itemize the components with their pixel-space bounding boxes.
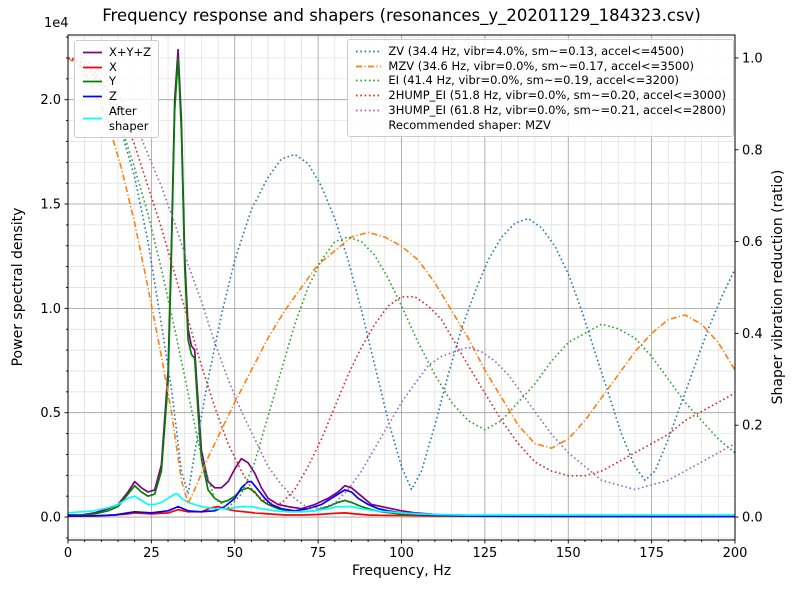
- legend-item-after-shaper: After shaper: [82, 104, 151, 133]
- legend-line-sample: [83, 51, 102, 54]
- y-right-tick-label: 0.2: [742, 419, 763, 434]
- y-right-tick-label: 1.0: [742, 51, 763, 66]
- y-left-tick-label: 0.0: [40, 511, 61, 526]
- y-left-tick-label: 2.0: [40, 93, 61, 108]
- legend-label: X+Y+Z: [109, 45, 152, 59]
- legend-line-sample: [356, 79, 382, 82]
- curve-shaper-2hump-ei: [68, 57, 735, 505]
- x-tick-label: 0: [64, 546, 72, 561]
- legend-label: 3HUMP_EI (61.8 Hz, vibr=0.0%, sm~=0.21, …: [388, 102, 726, 117]
- x-tick-label: 175: [639, 546, 664, 561]
- legend-item-y: Y: [82, 74, 151, 89]
- legend-item-3hump-ei: 3HUMP_EI (61.8 Hz, vibr=0.0%, sm~=0.21, …: [355, 103, 726, 118]
- x-tick-label: 150: [556, 546, 581, 561]
- legend-line-sample: [356, 65, 382, 67]
- x-tick-label: 75: [310, 546, 327, 561]
- legend-label: 2HUMP_EI (51.8 Hz, vibr=0.0%, sm~=0.20, …: [388, 88, 726, 103]
- y-axis-label-left: Power spectral density: [10, 207, 26, 367]
- legend-item-z: Z: [82, 89, 151, 104]
- x-tick-label: 50: [226, 546, 243, 561]
- x-axis-label: Frequency, Hz: [351, 563, 452, 579]
- psd-curves: [68, 48, 735, 518]
- legend-item-x-y-z: X+Y+Z: [82, 45, 151, 60]
- legend-item-ei: EI (41.4 Hz, vibr=0.0%, sm~=0.19, accel<…: [355, 73, 726, 88]
- legend-label: After shaper: [109, 103, 149, 133]
- chart-title: Frequency response and shapers (resonanc…: [102, 6, 701, 25]
- tick-labels: 0 25 50 75 100 125 150 175 200 0.0 0.5 1.0 1.5 2.0 0.0…: [40, 51, 762, 561]
- x-tick-label: 100: [389, 546, 414, 561]
- x-tick-label: 125: [472, 546, 497, 561]
- x-tick-label: 25: [143, 546, 160, 561]
- legend-item-zv: ZV (34.4 Hz, vibr=4.0%, sm~=0.13, accel<…: [355, 44, 726, 59]
- legend-label: Z: [109, 89, 117, 104]
- legend-item-2hump-ei: 2HUMP_EI (51.8 Hz, vibr=0.0%, sm~=0.20, …: [355, 88, 726, 103]
- axis-ticks: [64, 36, 739, 544]
- legend-line-sample: [83, 117, 102, 120]
- curve-psd-after-shaper: [68, 493, 735, 516]
- y-axis-label-right: Shaper vibration reduction (ratio): [770, 169, 786, 405]
- shaper-curves: [68, 57, 735, 509]
- legend-item-mzv: MZV (34.6 Hz, vibr=0.0%, sm~=0.17, accel…: [355, 59, 726, 74]
- y-right-tick-label: 0.8: [742, 143, 763, 158]
- legend-label: X: [109, 59, 117, 74]
- y-right-tick-label: 0.6: [742, 235, 763, 250]
- psd-legend: X+Y+Z X Y Z After shaper: [74, 40, 160, 139]
- legend-line-sample: [356, 94, 382, 97]
- legend-line-sample: [83, 80, 102, 83]
- legend-line-sample: [83, 95, 102, 98]
- y-left-tick-label: 1.0: [40, 302, 61, 317]
- y-left-tick-label: 0.5: [40, 406, 61, 421]
- shaper-legend: ZV (34.4 Hz, vibr=4.0%, sm~=0.13, accel<…: [347, 39, 734, 138]
- y-left-tick-label: 1.5: [40, 198, 61, 213]
- legend-label: EI (41.4 Hz, vibr=0.0%, sm~=0.19, accel<…: [388, 73, 680, 88]
- x-tick-label: 200: [723, 546, 748, 561]
- legend-item-x: X: [82, 60, 151, 75]
- legend-recommendation: Recommended shaper: MZV: [388, 118, 726, 133]
- curve-psd-x: [68, 505, 735, 518]
- curve-shaper-mzv: [68, 57, 735, 505]
- curve-shaper-ei: [68, 57, 735, 509]
- legend-label: Y: [109, 74, 117, 89]
- y-right-tick-label: 0.4: [742, 327, 763, 342]
- y-right-tick-label: 0.0: [742, 511, 763, 526]
- legend-label: ZV (34.4 Hz, vibr=4.0%, sm~=0.13, accel<…: [388, 44, 685, 58]
- legend-line-sample: [83, 66, 102, 68]
- legend-line-sample: [356, 109, 382, 112]
- legend-line-sample: [356, 50, 382, 53]
- legend-label: Recommended shaper: MZV: [388, 117, 551, 132]
- y-axis-offset-label: 1e4: [44, 16, 69, 31]
- legend-label: MZV (34.6 Hz, vibr=0.0%, sm~=0.17, accel…: [388, 58, 695, 73]
